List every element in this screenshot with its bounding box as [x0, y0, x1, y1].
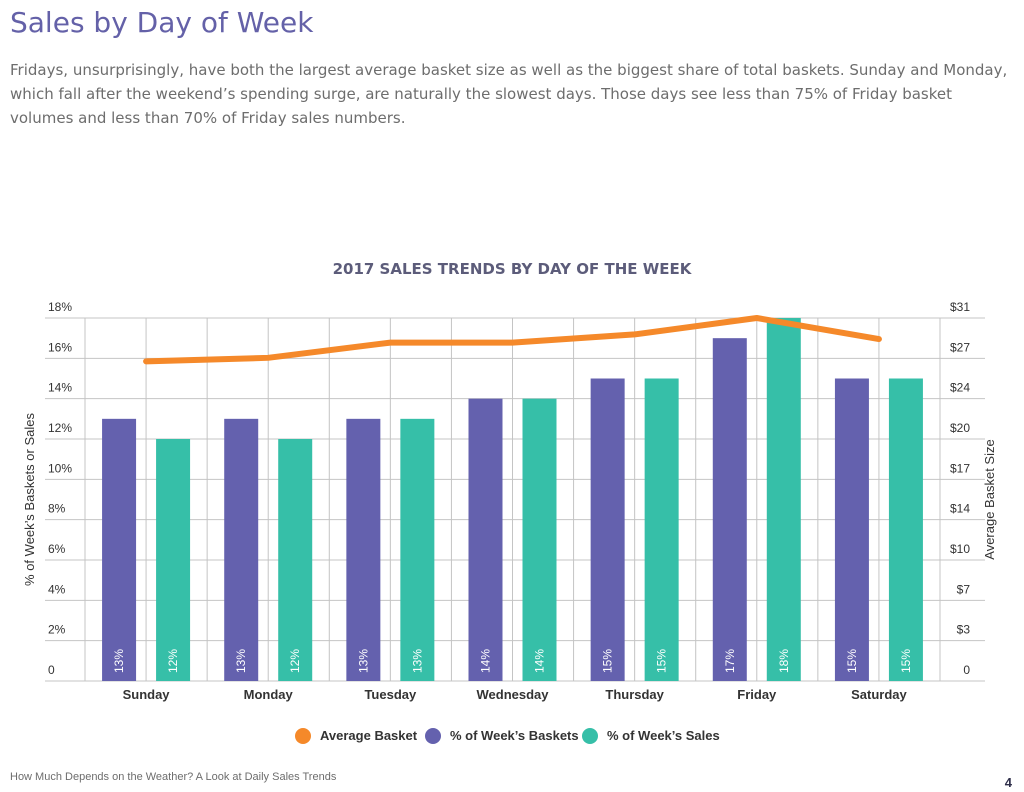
legend-marker [295, 728, 311, 744]
x-tick-label: Friday [737, 687, 777, 702]
y-tick-label-left: 18% [48, 300, 72, 314]
y-tick-label-right: $17 [950, 461, 970, 475]
bar-data-label: 13% [356, 649, 370, 673]
y-tick-label-right: $24 [950, 381, 970, 395]
bar-data-label: 12% [288, 649, 302, 673]
bar-data-label: 17% [723, 649, 737, 673]
intro-paragraph: Fridays, unsurprisingly, have both the l… [10, 61, 1008, 127]
y-tick-label-left: 12% [48, 421, 72, 435]
x-tick-label: Wednesday [476, 687, 549, 702]
page-number: 4 [1004, 775, 1012, 790]
y-tick-label-left: 0 [48, 663, 55, 677]
bar-data-label: 18% [777, 649, 791, 673]
y-tick-label-right: $20 [950, 421, 970, 435]
bar-data-label: 15% [899, 649, 913, 673]
bar-data-label: 15% [601, 649, 615, 673]
sales-trends-chart: 0 0 2% $3 4% $7 6% $10 8% $14 10% $17 12% $20 14% $24 16… [22, 300, 997, 744]
page-title: Sales by Day of Week [10, 6, 314, 39]
y-tick-label-right: $7 [957, 582, 971, 596]
bar-data-label: 13% [410, 649, 424, 673]
bar-sales-saturday [888, 378, 923, 681]
y-tick-label-left: 8% [48, 502, 66, 516]
y-tick-label-right: $3 [957, 623, 971, 637]
x-tick-label: Tuesday [364, 687, 417, 702]
bar-sales-monday [278, 439, 313, 681]
bar-sales-wednesday [522, 398, 557, 681]
x-tick-label: Monday [244, 687, 294, 702]
bar-baskets-monday [224, 418, 259, 681]
y-tick-label-left: 10% [48, 461, 72, 475]
legend-label: Average Basket [320, 728, 418, 743]
bar-baskets-wednesday [468, 398, 503, 681]
bar-data-label: 14% [533, 649, 547, 673]
bar-data-label: 15% [845, 649, 859, 673]
chart-title: 2017 SALES TRENDS BY DAY OF THE WEEK [332, 260, 692, 278]
legend-marker [425, 728, 441, 744]
x-tick-label: Sunday [123, 687, 171, 702]
y-tick-label-right: $10 [950, 542, 970, 556]
x-tick-label: Thursday [605, 687, 664, 702]
bar-sales-tuesday [400, 418, 435, 681]
bar-data-label: 13% [112, 649, 126, 673]
legend-marker [582, 728, 598, 744]
bar-data-label: 12% [166, 649, 180, 673]
y-tick-label-left: 16% [48, 340, 72, 354]
y-tick-label-left: 6% [48, 542, 66, 556]
y-tick-label-right: 0 [963, 663, 970, 677]
y-tick-label-right: $31 [950, 300, 970, 314]
y-axis-title-left: % of Week’s Baskets or Sales [22, 413, 37, 586]
bar-baskets-tuesday [346, 418, 381, 681]
bar-data-label: 14% [479, 649, 493, 673]
legend-label: % of Week’s Sales [607, 728, 720, 743]
y-tick-label-left: 2% [48, 623, 66, 637]
bar-sales-sunday [156, 439, 191, 681]
line-average-basket [143, 315, 882, 365]
y-axis-title-right: Average Basket Size [982, 439, 997, 559]
bar-baskets-friday [712, 338, 747, 681]
y-tick-label-left: 14% [48, 381, 72, 395]
bar-data-label: 15% [655, 649, 669, 673]
y-tick-label-right: $14 [950, 502, 970, 516]
legend-label: % of Week’s Baskets [450, 728, 579, 743]
bar-sales-thursday [644, 378, 679, 681]
bar-baskets-thursday [590, 378, 625, 681]
footer-text: How Much Depends on the Weather? A Look … [10, 771, 337, 783]
y-tick-label-left: 4% [48, 582, 66, 596]
bar-data-label: 13% [234, 649, 248, 673]
bar-baskets-sunday [102, 418, 137, 681]
bar-sales-friday [766, 318, 801, 681]
y-tick-label-right: $27 [950, 340, 970, 354]
x-tick-label: Saturday [851, 687, 907, 702]
bar-baskets-saturday [834, 378, 869, 681]
